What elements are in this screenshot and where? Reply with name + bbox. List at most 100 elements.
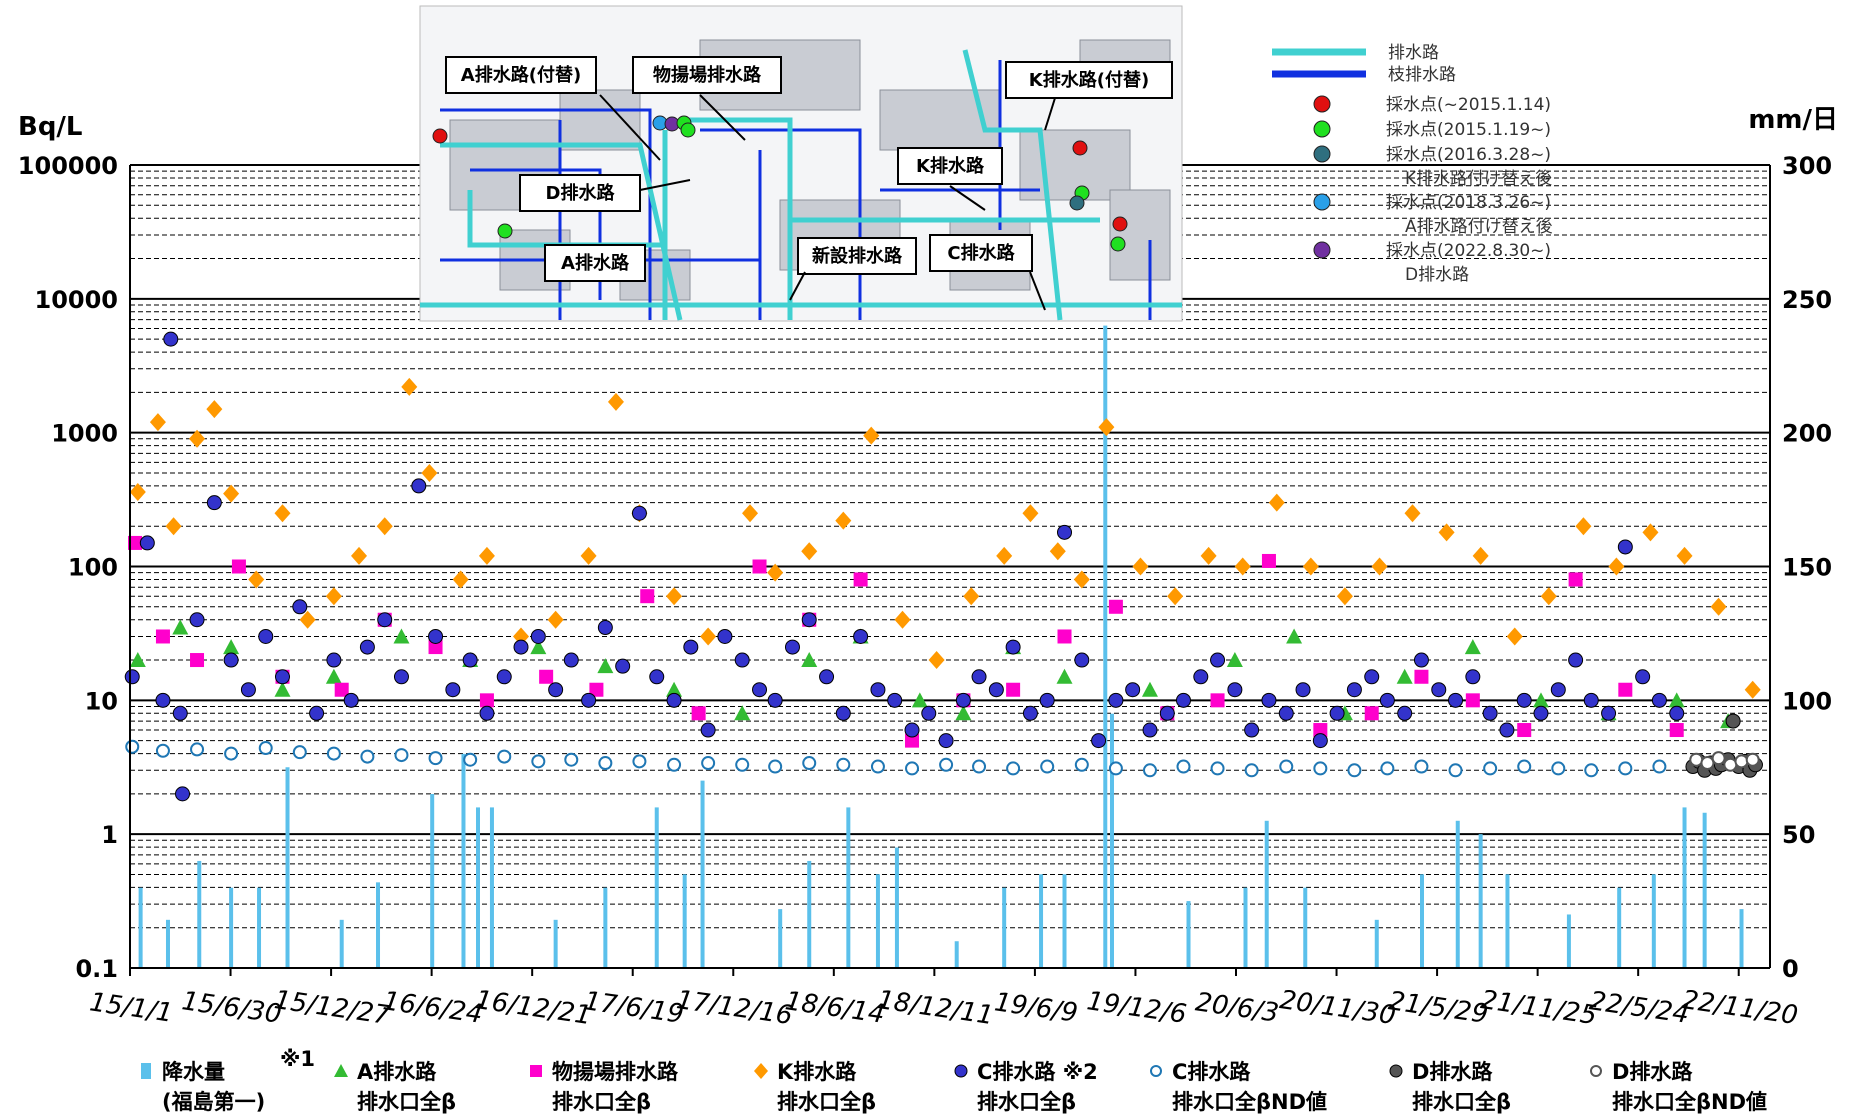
- map-legend-label: 採水点(2016.3.28~): [1386, 145, 1551, 165]
- point-k: [894, 610, 911, 629]
- point-c: [938, 733, 954, 749]
- map-legend-label: 枝排水路: [1388, 65, 1456, 85]
- point-m: [1618, 682, 1633, 697]
- point-k: [1676, 546, 1693, 565]
- point-c: [801, 612, 817, 628]
- point-d: [1725, 713, 1741, 729]
- point-k: [801, 542, 818, 561]
- point-a: [911, 692, 928, 708]
- point-c: [649, 669, 665, 685]
- marks-layer: [124, 331, 1763, 802]
- legend-label-rain: 降水量: [162, 1060, 225, 1084]
- point-c: [955, 692, 971, 708]
- point-cnd: [564, 752, 579, 767]
- point-c: [377, 612, 393, 628]
- legend-label-d: D排水路: [1412, 1060, 1493, 1084]
- point-cnd: [224, 746, 239, 761]
- point-k: [1049, 542, 1066, 561]
- point-cnd: [1006, 761, 1021, 776]
- point-dnd: [1723, 757, 1738, 772]
- rain-bar: [1651, 874, 1656, 968]
- point-c: [1125, 682, 1141, 698]
- point-c: [1091, 733, 1107, 749]
- point-k: [963, 587, 980, 606]
- rain-bar: [489, 807, 494, 968]
- point-a: [801, 652, 818, 668]
- legend-label-c: C排水路 ※2: [977, 1060, 1098, 1084]
- x-tick-label: 15/12/27: [272, 985, 392, 1031]
- map-label-box-c_route: [929, 234, 1033, 272]
- map-building: [1109, 189, 1171, 281]
- point-c: [1397, 705, 1413, 721]
- map-branch-channel: [440, 108, 652, 320]
- point-c: [717, 628, 733, 644]
- point-cnd: [428, 751, 443, 766]
- point-k: [1098, 418, 1115, 437]
- point-c: [479, 705, 495, 721]
- x-tick-label: 18/6/14: [783, 986, 886, 1030]
- point-m: [905, 733, 920, 748]
- point-c: [784, 639, 800, 655]
- map-sampling-point: [1110, 236, 1126, 252]
- point-a: [325, 668, 342, 684]
- point-a: [1226, 652, 1243, 668]
- point-k: [1744, 680, 1761, 699]
- point-c: [359, 639, 375, 655]
- point-k: [1608, 557, 1625, 576]
- map-label-box-k_route_replaced: [1005, 61, 1173, 99]
- point-k: [401, 377, 418, 396]
- point-cnd: [394, 748, 409, 763]
- point-c: [240, 682, 256, 698]
- point-a: [1464, 639, 1481, 655]
- point-cnd: [1618, 761, 1633, 776]
- legend-sublabel-m: 排水口全β: [552, 1090, 651, 1114]
- point-m: [479, 693, 494, 708]
- point-cnd: [1142, 763, 1157, 778]
- point-c: [1057, 524, 1073, 540]
- point-c: [1364, 669, 1380, 685]
- point-c: [921, 705, 937, 721]
- map-legend-label: 採水点(~2015.1.14): [1386, 95, 1551, 115]
- rain-bar: [1374, 919, 1379, 968]
- point-k: [928, 651, 945, 670]
- point-m: [128, 535, 143, 550]
- point-m: [334, 682, 349, 697]
- point-c: [988, 682, 1004, 698]
- point-c: [597, 620, 613, 636]
- y-left-tick-label: 1000: [51, 420, 118, 448]
- rain-bar: [954, 941, 959, 968]
- map-sampling-point: [1112, 216, 1128, 232]
- x-tick-label: 22/5/24: [1588, 986, 1691, 1030]
- point-cnd: [1074, 757, 1089, 772]
- point-k: [1472, 546, 1489, 565]
- point-cnd: [1448, 763, 1463, 778]
- rain-bar: [197, 860, 202, 968]
- map-legend-label: 採水点(2018.3.26~): [1386, 193, 1551, 213]
- y-right-tick-label: 150: [1782, 554, 1832, 582]
- x-tick-label: 19/6/9: [992, 987, 1079, 1028]
- point-c: [1193, 669, 1209, 685]
- rain-bar: [846, 807, 851, 968]
- point-k: [129, 483, 146, 502]
- point-k: [547, 610, 564, 629]
- point-k: [351, 546, 368, 565]
- map-sampling-point: [1072, 140, 1088, 156]
- point-cnd: [360, 749, 375, 764]
- point-k: [1022, 504, 1039, 523]
- point-c: [462, 652, 478, 668]
- point-k: [1200, 546, 1217, 565]
- rain-bar: [1062, 874, 1067, 968]
- point-a: [955, 705, 972, 721]
- map-label-new_route: 新設排水路: [812, 245, 903, 267]
- point-dnd: [1700, 756, 1715, 771]
- point-k: [742, 504, 759, 523]
- rain-bar: [1702, 812, 1707, 968]
- point-c: [734, 652, 750, 668]
- rain-bar: [1303, 887, 1308, 968]
- rain-bar: [553, 919, 558, 968]
- point-dnd: [1689, 752, 1704, 767]
- rain-bar: [1478, 834, 1483, 968]
- x-tick-label: 15/6/30: [180, 986, 283, 1030]
- point-k: [607, 392, 624, 411]
